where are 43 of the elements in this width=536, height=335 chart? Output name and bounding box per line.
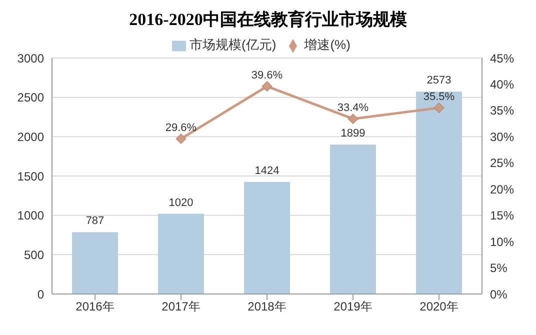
y-tick-label: 1000 [17,208,44,223]
y2-tick-label: 30% [490,130,514,144]
y-tick-label: 2000 [17,130,44,144]
y2-tick-label: 20% [490,182,514,196]
chart-title: 2016-2020中国在线教育行业市场规模 [128,9,408,31]
y-tick-label: 3000 [17,51,44,66]
legend-label: 市场规模(亿元) [190,37,276,52]
data-label: 35.5% [423,90,455,103]
data-label: 1899 [340,128,366,140]
x-tick-label: 2019年 [334,300,372,314]
x-tick-label: 2016年 [76,300,114,314]
data-label: 787 [86,215,104,228]
y-tick-label: 2500 [17,90,44,105]
x-tick-label: 2020年 [420,300,458,314]
point [262,81,272,92]
y2-tick-label: 0% [490,287,508,302]
y2-tick-label: 25% [490,156,514,170]
y-tick-label: 0 [37,287,44,302]
bar [244,182,290,294]
data-label: 29.6% [165,122,197,134]
bar [416,92,462,294]
bar [158,214,204,294]
legend-label: 增速(%) [304,37,350,52]
data-label: 1424 [254,164,280,177]
bar [72,232,118,294]
y-tick-label: 1500 [17,169,44,184]
data-label: 33.4% [337,102,369,114]
y2-tick-label: 35% [490,104,514,118]
y2-tick-label: 45% [490,51,514,66]
y2-tick-label: 15% [490,208,514,223]
x-tick-label: 2017年 [162,300,200,314]
x-tick-label: 2018年 [248,300,286,314]
y-tick-label: 500 [24,248,44,262]
bar [330,144,376,294]
data-label: 2573 [426,74,452,87]
y2-tick-label: 5% [490,261,508,276]
point [176,134,186,144]
data-label: 39.6% [251,69,283,82]
point [434,102,444,114]
y2-tick-label: 10% [490,234,514,249]
point [348,114,358,124]
data-label: 1020 [168,196,194,209]
y2-tick-label: 40% [490,77,514,92]
